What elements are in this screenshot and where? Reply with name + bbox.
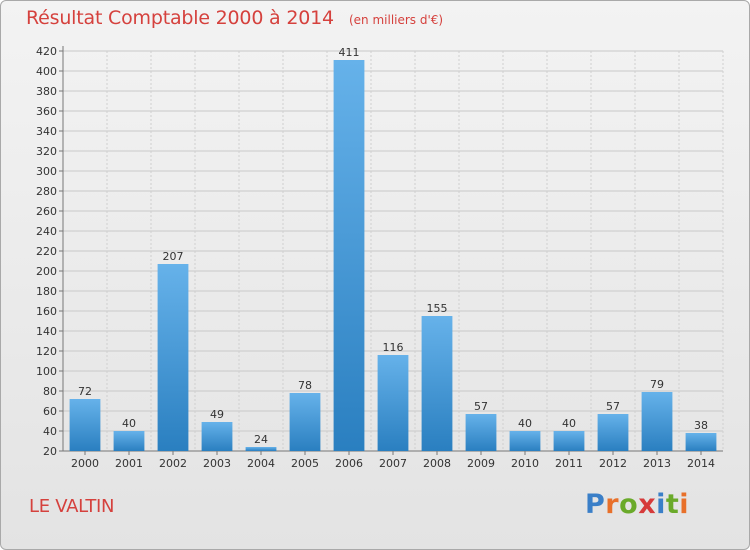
x-tick-label: 2004 <box>247 457 275 470</box>
y-tick-label: 240 <box>36 225 57 238</box>
x-tick-label: 2013 <box>643 457 671 470</box>
x-tick-label: 2012 <box>599 457 627 470</box>
brand-letter: o <box>619 489 639 520</box>
value-label: 49 <box>210 408 224 421</box>
bar-layer <box>69 60 717 451</box>
x-tick-label: 2002 <box>159 457 187 470</box>
x-tick-label: 2006 <box>335 457 363 470</box>
value-label: 207 <box>163 250 184 263</box>
x-tick-label: 2014 <box>687 457 715 470</box>
x-tick-label: 2011 <box>555 457 583 470</box>
y-tick-label: 80 <box>43 385 57 398</box>
y-tick-label: 220 <box>36 245 57 258</box>
bar-2004 <box>245 447 277 451</box>
label-layer: 72 40 207 49 24 78 411 116 155 57 40 40 57 79 38 <box>78 46 708 446</box>
x-tick-label: 2001 <box>115 457 143 470</box>
bar-2008 <box>421 316 453 451</box>
y-tick-label: 20 <box>43 445 57 458</box>
brand-letter: i <box>679 489 690 520</box>
value-label: 40 <box>122 417 136 430</box>
brand-letter: t <box>665 489 680 520</box>
x-tick-label: 2009 <box>467 457 495 470</box>
bar-2007 <box>377 355 409 451</box>
y-tick-label: 280 <box>36 185 57 198</box>
value-label: 72 <box>78 385 92 398</box>
value-label: 78 <box>298 379 312 392</box>
x-tick-label: 2003 <box>203 457 231 470</box>
value-label: 116 <box>383 341 404 354</box>
y-tick-label: 360 <box>36 105 57 118</box>
x-tick-label: 2007 <box>379 457 407 470</box>
commune-name: LE VALTIN <box>29 496 115 517</box>
brand-letter: r <box>605 489 620 520</box>
bar-2001 <box>113 431 145 451</box>
value-label: 24 <box>254 433 268 446</box>
y-tick-label: 380 <box>36 85 57 98</box>
x-tick-label: 2005 <box>291 457 319 470</box>
brand-logo: Proxiti <box>585 489 689 520</box>
bar-2013 <box>641 392 673 451</box>
bar-2009 <box>465 414 497 451</box>
title-row: Résultat Comptable 2000 à 2014 (en milli… <box>26 7 443 29</box>
value-label: 40 <box>562 417 576 430</box>
y-tick-label: 340 <box>36 125 57 138</box>
value-label: 57 <box>606 400 620 413</box>
brand-letter: i <box>656 489 666 520</box>
chart-subtitle: (en milliers d'€) <box>348 13 444 27</box>
y-tick-label: 200 <box>36 265 57 278</box>
bar-2012 <box>597 414 629 451</box>
brand-letter: P <box>585 489 606 520</box>
y-tick-label: 120 <box>36 345 57 358</box>
x-tick-label: 2010 <box>511 457 539 470</box>
brand-letter: x <box>638 489 657 520</box>
y-tick-label: 400 <box>36 65 57 78</box>
y-tick-label: 320 <box>36 145 57 158</box>
bar-2002 <box>157 264 189 451</box>
value-label: 40 <box>518 417 532 430</box>
y-tick-label: 40 <box>43 425 57 438</box>
bar-2005 <box>289 393 321 451</box>
value-label: 38 <box>694 419 708 432</box>
x-tick-label: 2000 <box>71 457 99 470</box>
value-label: 79 <box>650 378 664 391</box>
axis-layer: 20 40 60 80 100 120 140 160 180 200 220 240 260 280 30… <box>36 45 723 470</box>
value-label: 155 <box>427 302 448 315</box>
y-tick-label: 180 <box>36 285 57 298</box>
bar-2014 <box>685 433 717 451</box>
bar-2011 <box>553 431 585 451</box>
y-tick-label: 160 <box>36 305 57 318</box>
bar-2006 <box>333 60 365 451</box>
y-tick-label: 100 <box>36 365 57 378</box>
bar-2010 <box>509 431 541 451</box>
bar-2000 <box>69 399 101 451</box>
x-tick-label: 2008 <box>423 457 451 470</box>
y-tick-label: 300 <box>36 165 57 178</box>
y-tick-label: 140 <box>36 325 57 338</box>
y-tick-label: 260 <box>36 205 57 218</box>
y-tick-label: 420 <box>36 45 57 58</box>
value-label: 411 <box>339 46 360 59</box>
bar-2003 <box>201 422 233 451</box>
value-label: 57 <box>474 400 488 413</box>
chart-title: Résultat Comptable 2000 à 2014 <box>26 7 334 29</box>
y-tick-label: 60 <box>43 405 57 418</box>
